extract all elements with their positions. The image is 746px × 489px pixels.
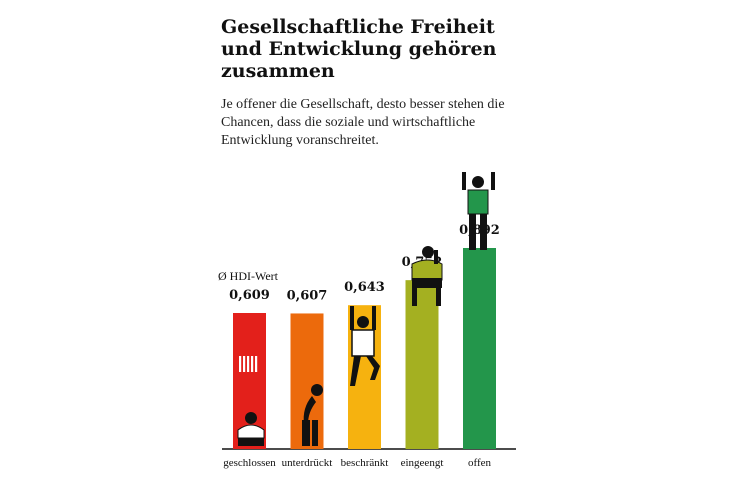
value-label: 0,892 xyxy=(459,223,500,238)
climbing-figure-illustration xyxy=(350,306,380,386)
bent-figure-illustration xyxy=(302,384,323,446)
category-label: eingeengt xyxy=(401,457,444,469)
bar-eingeengt xyxy=(405,280,439,449)
cheering-figure-illustration xyxy=(462,172,495,250)
category-label: offen xyxy=(468,457,492,469)
value-label: 0,607 xyxy=(287,288,328,303)
category-label: geschlossen xyxy=(223,457,276,469)
category-label: beschränkt xyxy=(341,457,389,469)
chart-title: Gesellschaftliche Freiheit und Entwicklu… xyxy=(221,16,497,82)
chart-subtitle: Je offener die Gesellschaft, desto besse… xyxy=(221,97,505,148)
bar-offen xyxy=(463,248,496,449)
crouching-figure-illustration xyxy=(237,412,265,446)
legend-label: Ø HDI-Wert xyxy=(218,269,279,283)
jail-bars-icon xyxy=(239,356,258,372)
sitting-figure-illustration xyxy=(411,246,443,306)
value-label: 0,609 xyxy=(229,288,270,303)
category-label: unterdrückt xyxy=(282,457,333,469)
value-label: 0,643 xyxy=(344,280,385,295)
